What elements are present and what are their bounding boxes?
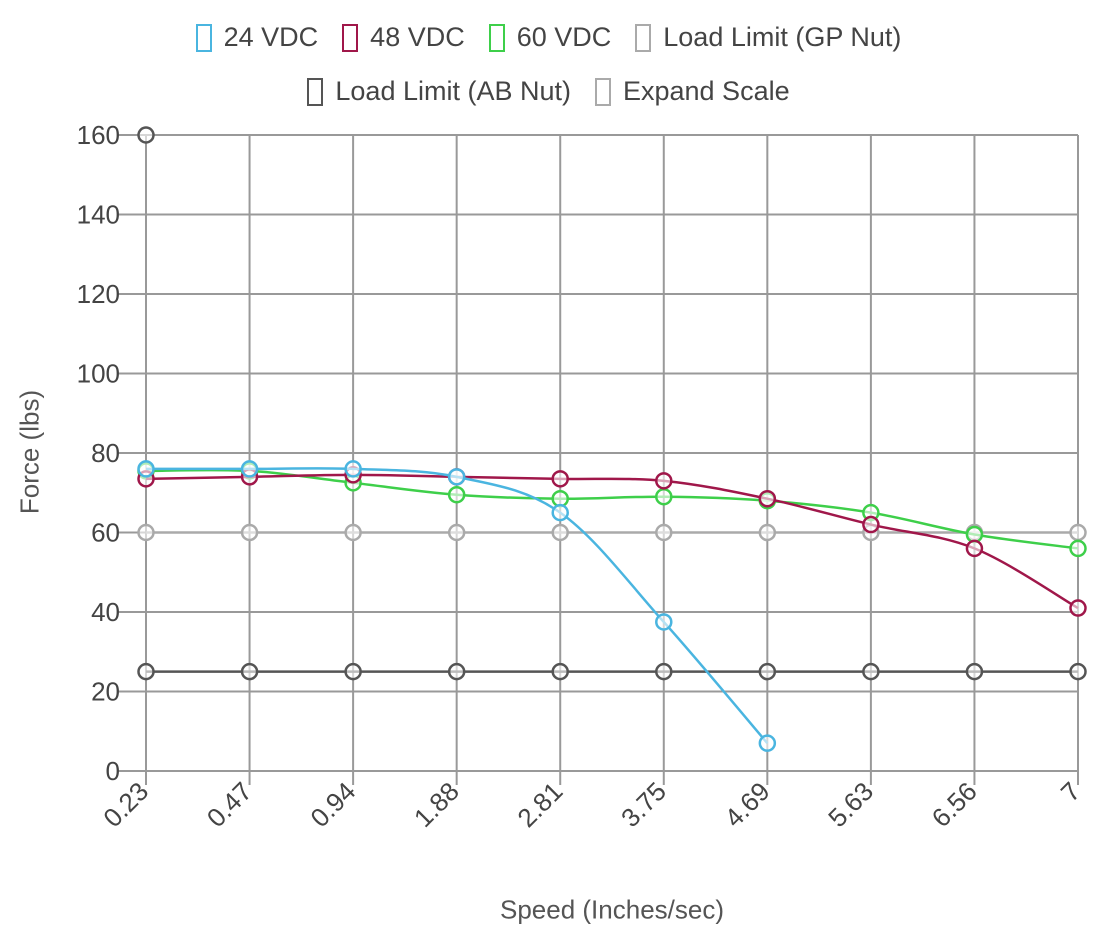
data-point-load-limit-ab-nut [965,662,984,681]
y-tick-label: 140 [77,200,120,230]
data-point-load-limit-ab-nut [551,662,569,681]
series-load-limit-ab-nut [137,662,1087,681]
y-tick-label: 60 [91,518,120,548]
data-point-load-limit-ab-nut [240,662,259,681]
data-point-load-limit-gp-nut [758,523,777,542]
legend-row-1: 24 VDC 48 VDC 60 VDC Load Limit (GP Nut) [0,22,1097,53]
data-point-load-limit-gp-nut [240,523,259,542]
legend-item-24vdc[interactable]: 24 VDC [195,22,319,53]
data-point-load-limit-gp-nut [344,523,362,542]
legend-swatch-60vdc [488,23,505,52]
data-point-expand-scale [137,126,155,144]
data-point-24-vdc [344,460,362,478]
data-point-load-limit-ab-nut [344,662,362,681]
legend-label-load-limit-gp: Load Limit (GP Nut) [663,22,902,52]
series-line-48-vdc [145,473,1079,610]
data-point-load-limit-gp-nut [551,523,569,542]
series-48-vdc [137,466,1087,617]
x-tick-label: 7 [1055,776,1086,807]
data-point-load-limit-ab-nut [758,662,777,681]
data-point-24-vdc [447,468,466,486]
legend-item-load-limit-gp[interactable]: Load Limit (GP Nut) [635,22,901,53]
legend-swatch-load-limit-gp [635,23,652,52]
data-point-48-vdc [551,470,569,488]
legend-swatch-24vdc [195,23,212,52]
data-point-60-vdc [655,487,673,506]
y-tick-label: 40 [91,597,120,627]
legend-label-expand-scale: Expand Scale [622,76,790,106]
legend-label-24vdc: 24 VDC [223,22,319,52]
data-point-24-vdc [758,734,777,752]
x-axis-label: Speed (Inches/sec) [499,894,725,925]
y-tick-label: 160 [77,120,120,150]
data-point-24-vdc [655,613,673,631]
y-tick-label: 0 [106,756,120,786]
y-tick-label: 100 [77,359,120,389]
data-point-24-vdc [551,503,569,522]
data-point-load-limit-ab-nut [862,662,880,681]
y-tick-label: 80 [91,438,120,468]
data-point-24-vdc [137,460,155,478]
y-tick-label: 120 [77,279,120,309]
data-point-48-vdc [862,515,880,534]
data-point-load-limit-gp-nut [1069,523,1087,542]
legend-item-expand-scale[interactable]: Expand Scale [594,76,790,107]
y-tick-label: 20 [91,677,120,707]
legend-label-48vdc: 48 VDC [370,22,465,52]
data-point-load-limit-ab-nut [137,662,155,681]
data-point-load-limit-gp-nut [447,523,466,542]
data-point-60-vdc [1069,539,1087,558]
data-point-48-vdc [758,489,777,508]
data-point-24-vdc [240,460,259,478]
data-point-60-vdc [447,485,466,504]
data-point-48-vdc [1069,599,1087,617]
legend-item-48vdc[interactable]: 48 VDC [342,22,465,53]
legend-item-60vdc[interactable]: 60 VDC [488,22,612,53]
data-point-load-limit-gp-nut [137,523,155,542]
y-axis-label: Force (lbs) [14,389,45,515]
legend-swatch-48vdc [342,23,359,52]
data-point-load-limit-ab-nut [655,662,673,681]
series-24-vdc [137,460,777,752]
legend-label-load-limit-ab: Load Limit (AB Nut) [335,76,571,106]
legend-row-2: Load Limit (AB Nut) Expand Scale [0,76,1097,107]
legend-swatch-load-limit-ab [307,77,324,106]
data-point-48-vdc [655,472,673,490]
legend-swatch-expand-scale [594,77,611,106]
data-point-48-vdc [965,539,984,558]
legend-item-load-limit-ab[interactable]: Load Limit (AB Nut) [307,76,571,107]
data-point-load-limit-ab-nut [1069,662,1087,681]
data-point-load-limit-gp-nut [655,523,673,542]
legend-label-60vdc: 60 VDC [516,22,612,52]
series-expand-scale [137,126,155,144]
data-point-load-limit-ab-nut [447,662,466,681]
